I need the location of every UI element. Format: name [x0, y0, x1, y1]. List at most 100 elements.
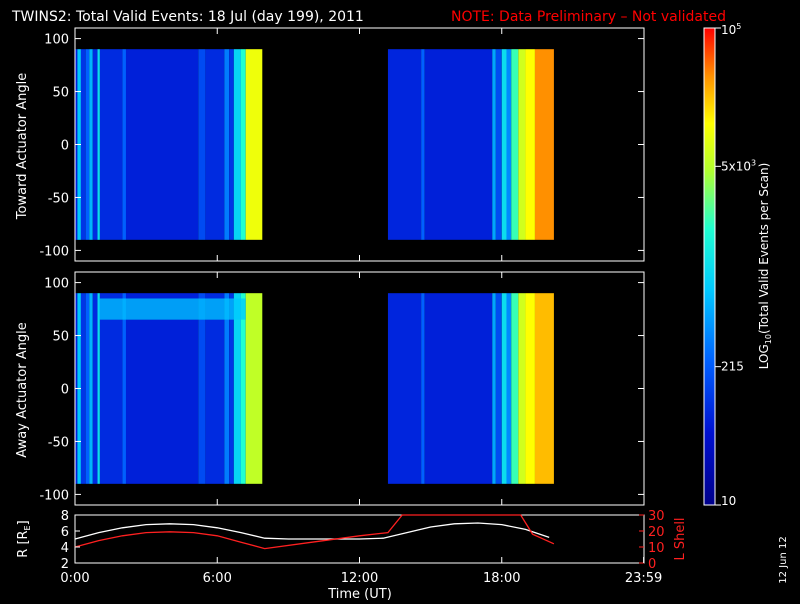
heatmap-band: [240, 49, 246, 240]
lshell-tick-label: 30: [648, 509, 665, 524]
heatmap-band: [85, 49, 90, 240]
heatmap-band: [518, 49, 526, 240]
lshell-tick-label: 0: [648, 557, 656, 572]
y-tick-label: -100: [39, 244, 69, 259]
heatmap-band: [125, 293, 199, 484]
toward-y-axis-label: Toward Actuator Angle: [15, 73, 30, 220]
time-tick-label: 18:00: [483, 571, 520, 586]
radius-tick-label: 6: [61, 525, 69, 540]
heatmap-band: [495, 49, 502, 240]
heatmap-band: [233, 49, 241, 240]
colorbar-label: LOG10(Total Valid Events per Scan): [757, 163, 773, 370]
y-tick-label: 50: [52, 86, 69, 101]
preliminary-note: NOTE: Data Preliminary – Not validated: [451, 9, 726, 25]
heatmap-band: [534, 49, 554, 240]
heatmap-band: [495, 293, 502, 484]
heatmap-band: [233, 293, 241, 484]
heatmap-band: [525, 49, 535, 240]
heatmap-band: [99, 49, 123, 240]
away-y-ticks: -100 -50 0 50 100: [39, 272, 645, 505]
time-tick-label: 6:00: [203, 571, 232, 586]
colorbar-tick-label: 10: [721, 494, 736, 508]
heatmap-band: [122, 49, 126, 240]
heatmap-band: [229, 293, 234, 484]
y-tick-label: -50: [48, 435, 69, 450]
time-tick-label: 0:00: [60, 571, 89, 586]
y-tick-label: 0: [61, 383, 69, 398]
y-tick-label: 0: [61, 139, 69, 154]
toward-panel: -100 -50 0 50 100 Toward Actuator Angle: [15, 27, 645, 262]
time-tick-label: 23:59: [625, 571, 662, 586]
radius-line: [74, 522, 550, 540]
time-axis-label: Time (UT): [327, 587, 392, 600]
heatmap-band: [198, 293, 206, 484]
lshell-line: [74, 514, 555, 550]
heatmap-band: [89, 293, 93, 484]
colorbar-tick-label: 105: [721, 22, 741, 37]
y-tick-label: -50: [48, 191, 69, 206]
time-tick-label: 12:00: [341, 571, 378, 586]
heatmap-hot-strip: [98, 298, 246, 320]
y-tick-label: 100: [44, 33, 69, 48]
heatmap-band: [97, 49, 100, 240]
heatmap-band: [421, 49, 425, 240]
heatmap-band: [198, 49, 206, 240]
heatmap-band: [492, 293, 496, 484]
heatmap-band: [421, 293, 425, 484]
toward-y-ticks: -100 -50 0 50 100: [39, 28, 645, 261]
y-tick-label: 100: [44, 277, 69, 292]
heatmap-band: [518, 293, 526, 484]
heatmap-band: [387, 49, 422, 240]
heatmap-band: [229, 49, 234, 240]
heatmap-band: [501, 293, 507, 484]
toward-heatmap: [75, 49, 554, 240]
lshell-axis-label: L Shell: [673, 517, 688, 560]
colorbar-tick-label: 5x103: [721, 158, 756, 173]
heatmap-band: [122, 293, 126, 484]
heatmap-band: [506, 49, 512, 240]
radius-tick-label: 8: [61, 509, 69, 524]
heatmap-band: [224, 293, 230, 484]
colorbar-gradient: [703, 27, 716, 506]
orbit-lines: [74, 514, 555, 550]
heatmap-band: [245, 293, 263, 484]
heatmap-band: [534, 293, 554, 484]
heatmap-band: [92, 293, 98, 484]
heatmap-band: [387, 293, 422, 484]
away-heatmap: [75, 293, 554, 484]
heatmap-band: [525, 293, 535, 484]
away-panel: -100 -50 0 50 100 Away Actuator Angle: [15, 271, 645, 506]
heatmap-band: [92, 49, 98, 240]
y-tick-label: 50: [52, 330, 69, 345]
heatmap-band: [97, 293, 100, 484]
radius-tick-label: 2: [61, 557, 69, 572]
heatmap-band: [80, 49, 86, 240]
heatmap-band: [511, 293, 519, 484]
lshell-tick-label: 10: [648, 541, 665, 556]
radius-tick-label: 4: [61, 541, 69, 556]
heatmap-band: [424, 49, 493, 240]
date-stamp: 12 Jun 12: [778, 536, 789, 583]
heatmap-band: [99, 293, 123, 484]
y-tick-label: -100: [39, 488, 69, 503]
heatmap-band: [492, 49, 496, 240]
heatmap-band: [205, 293, 225, 484]
heatmap-band: [511, 49, 519, 240]
away-y-axis-label: Away Actuator Angle: [15, 322, 30, 457]
heatmap-band: [125, 49, 199, 240]
colorbar-tick-label: 215: [721, 360, 744, 374]
heatmap-band: [240, 293, 246, 484]
heatmap-band: [205, 49, 225, 240]
lshell-tick-label: 20: [648, 525, 665, 540]
heatmap-band: [224, 49, 230, 240]
heatmap-band: [501, 49, 507, 240]
colorbar: 10 215 5x103 105 LOG10(Total Valid Events p…: [703, 22, 773, 508]
chart-title: TWINS2: Total Valid Events: 18 Jul (day …: [11, 9, 364, 25]
radius-axis-label: R [RE]: [16, 520, 32, 557]
heatmap-band: [89, 49, 93, 240]
colorbar-ticks: 10 215 5x103 105: [715, 22, 756, 508]
heatmap-band: [245, 49, 263, 240]
heatmap-band: [80, 293, 86, 484]
